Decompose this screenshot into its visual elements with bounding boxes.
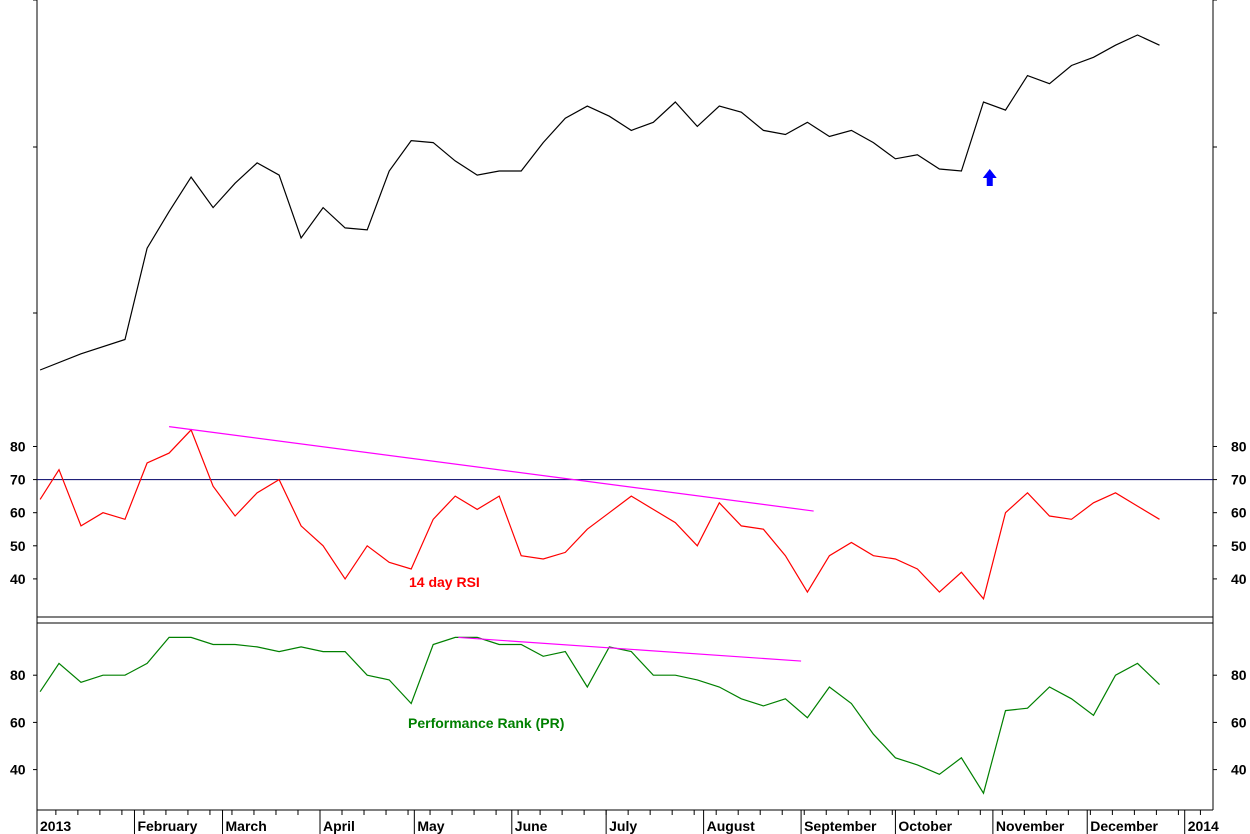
rsi-y-tick-left: 80: [10, 438, 26, 454]
month-label: February: [137, 818, 197, 834]
rsi-y-tick-right: 50: [1231, 538, 1247, 554]
pr-y-tick-left: 80: [10, 667, 26, 683]
month-label: 2014: [1188, 818, 1219, 834]
pr-trendline: [458, 636, 802, 662]
rsi-y-tick-right: 40: [1231, 571, 1247, 587]
month-label: July: [609, 818, 637, 834]
rsi-y-tick-right: 70: [1231, 472, 1247, 488]
rsi-y-tick-left: 50: [10, 538, 26, 554]
month-label: December: [1090, 818, 1158, 834]
price-panel: [33, 0, 1217, 371]
pr-y-tick-left: 60: [10, 714, 26, 730]
rsi-y-tick-right: 60: [1231, 505, 1247, 521]
buy-arrow-icon: [982, 169, 997, 186]
rsi-series-label: 14 day RSI: [409, 574, 480, 590]
month-label: November: [996, 818, 1065, 834]
performance-rank-line: [39, 636, 1160, 795]
month-label: August: [707, 818, 756, 834]
month-label: September: [804, 818, 877, 834]
rsi-panel: 40 40 50 50 60 60 70 70 80 80: [10, 426, 1247, 601]
pr-y-tick-left: 40: [10, 762, 26, 778]
price-line: [39, 34, 1160, 371]
pr-y-tick-right: 60: [1231, 714, 1247, 730]
rsi-y-tick-left: 60: [10, 505, 26, 521]
month-label: April: [323, 818, 355, 834]
month-label: 2013: [40, 818, 71, 834]
pr-y-tick-right: 40: [1231, 762, 1247, 778]
rsi-y-tick-right: 80: [1231, 438, 1247, 454]
month-label: June: [515, 818, 548, 834]
rsi-line: [39, 428, 1160, 601]
date-axis: 2013 February March April May June July August S…: [36, 810, 1219, 834]
rsi-y-tick-left: 70: [10, 472, 26, 488]
rsi-y-tick-left: 40: [10, 571, 26, 587]
month-label: October: [898, 818, 952, 834]
performance-rank-series-label: Performance Rank (PR): [408, 715, 564, 731]
rsi-trendline: [168, 426, 814, 512]
pr-y-tick-right: 80: [1231, 667, 1247, 683]
month-label: March: [226, 818, 267, 834]
performance-rank-panel: 40 40 60 60 80 80: [10, 636, 1247, 795]
month-label: May: [417, 818, 444, 834]
